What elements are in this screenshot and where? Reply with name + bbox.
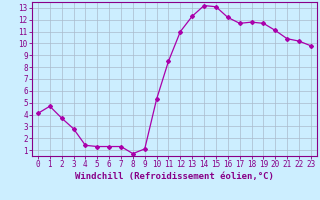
X-axis label: Windchill (Refroidissement éolien,°C): Windchill (Refroidissement éolien,°C) (75, 172, 274, 181)
